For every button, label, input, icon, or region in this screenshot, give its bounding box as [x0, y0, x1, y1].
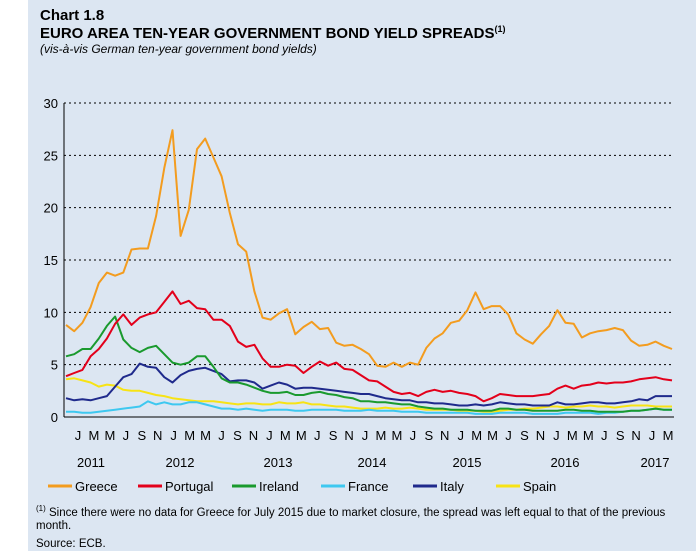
x-tick-label: M	[280, 428, 291, 443]
y-tick-label: 0	[51, 410, 58, 425]
footnote-text: Since there were no data for Greece for …	[36, 506, 666, 532]
x-tick-label: J	[601, 428, 608, 443]
x-year-label: 2014	[358, 455, 387, 470]
gridlines	[64, 102, 674, 366]
x-tick-label: M	[567, 428, 578, 443]
x-tick-label: S	[233, 428, 242, 443]
x-tick-label: J	[266, 428, 273, 443]
x-tick-label: M	[296, 428, 307, 443]
x-year-label: 2013	[264, 455, 293, 470]
legend-label: Portugal	[165, 479, 214, 494]
x-tick-label: J	[649, 428, 656, 443]
x-tick-label: N	[440, 428, 449, 443]
x-tick-label: J	[457, 428, 464, 443]
x-tick-label: M	[104, 428, 115, 443]
x-tick-label: N	[344, 428, 353, 443]
x-year-label: 2012	[166, 455, 195, 470]
x-tick-label: J	[505, 428, 512, 443]
x-tick-label: J	[218, 428, 225, 443]
y-tick-label: 20	[44, 201, 58, 216]
legend-label: Italy	[440, 479, 464, 494]
legend-label: Spain	[523, 479, 556, 494]
x-tick-label: J	[75, 428, 82, 443]
legend-label: Greece	[75, 479, 118, 494]
series-line-greece	[65, 129, 673, 368]
series-line-italy	[65, 362, 672, 407]
source-note: Source: ECB.	[36, 538, 106, 550]
x-tick-label: J	[170, 428, 177, 443]
title-footnote-marker: (1)	[494, 24, 506, 34]
chart-label: Chart 1.8	[40, 7, 105, 24]
y-tick-label: 25	[44, 148, 58, 163]
x-tick-label: J	[314, 428, 321, 443]
y-tick-label: 10	[44, 305, 58, 320]
x-year-label: 2017	[641, 455, 670, 470]
x-tick-label: J	[553, 428, 560, 443]
chart-title: EURO AREA TEN-YEAR GOVERNMENT BOND YIELD…	[40, 24, 506, 42]
legend-label: Ireland	[259, 479, 299, 494]
x-tick-label: J	[362, 428, 369, 443]
x-tick-label: S	[329, 428, 338, 443]
series-line-spain	[65, 377, 672, 413]
series-line-ireland	[65, 315, 672, 413]
legend-label: France	[348, 479, 388, 494]
x-year-label: 2011	[77, 455, 105, 470]
y-tick-label: 15	[44, 253, 58, 268]
series-lines	[65, 129, 673, 415]
series-line-portugal	[65, 290, 673, 403]
x-tick-label: S	[137, 428, 146, 443]
x-tick-label: M	[200, 428, 211, 443]
y-tick-label: 5	[51, 358, 58, 373]
x-tick-label: N	[153, 428, 162, 443]
x-tick-label: M	[391, 428, 402, 443]
x-tick-label: S	[616, 428, 625, 443]
series-line-france	[66, 400, 672, 415]
x-tick-label: M	[89, 428, 100, 443]
chart-panel	[28, 0, 696, 551]
y-axis: 0 5 10 15 20 25 30	[44, 96, 65, 425]
y-tick-label: 30	[44, 96, 58, 111]
x-tick-label: N	[536, 428, 545, 443]
chart-subtitle: (vis-à-vis German ten-year government bo…	[40, 42, 317, 56]
x-tick-label: M	[583, 428, 594, 443]
x-year-label: 2016	[551, 455, 580, 470]
x-tick-label: M	[184, 428, 195, 443]
x-tick-label: M	[487, 428, 498, 443]
x-tick-label: N	[249, 428, 258, 443]
x-tick-label: M	[376, 428, 387, 443]
footnote-marker: (1)	[36, 504, 46, 513]
x-tick-label: M	[663, 428, 674, 443]
x-tick-label: N	[631, 428, 640, 443]
legend: Greece Portugal Ireland France Italy Spain	[48, 479, 556, 494]
x-tick-label: S	[520, 428, 529, 443]
x-tick-label: J	[123, 428, 130, 443]
x-tick-label: M	[471, 428, 482, 443]
x-tick-label: S	[424, 428, 433, 443]
x-year-label: 2015	[453, 455, 482, 470]
x-axis: J M M J S N J M M J S N J M M J S N J M M J S N J M M J S N J M M J S N J M20…	[64, 416, 674, 470]
footnote: (1) Since there were no data for Greece …	[36, 502, 676, 533]
x-tick-label: J	[410, 428, 417, 443]
